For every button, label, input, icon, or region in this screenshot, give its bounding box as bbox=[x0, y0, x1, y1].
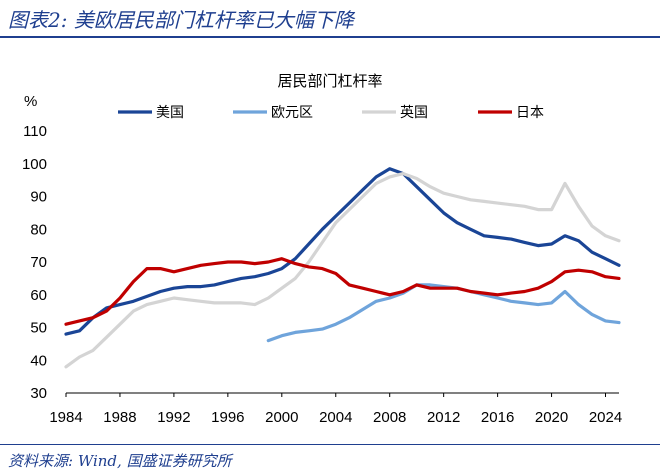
y-tick-label: 100 bbox=[22, 156, 47, 173]
series-line-2 bbox=[64, 172, 621, 369]
x-tick-label: 1992 bbox=[157, 409, 190, 426]
series-line-1 bbox=[266, 283, 621, 343]
x-tick-label: 2024 bbox=[589, 409, 622, 426]
x-tick-label: 1984 bbox=[49, 409, 82, 426]
y-tick-label: 30 bbox=[30, 385, 47, 402]
y-axis-unit: % bbox=[24, 93, 37, 110]
y-tick-label: 50 bbox=[30, 320, 47, 337]
legend-label: 美国 bbox=[156, 105, 184, 121]
series-lines bbox=[64, 167, 621, 369]
title-divider bbox=[0, 36, 660, 38]
y-tick-label: 60 bbox=[30, 287, 47, 304]
footer-divider bbox=[0, 444, 660, 445]
legend-label: 英国 bbox=[400, 104, 428, 121]
x-tick-label: 2004 bbox=[319, 409, 352, 426]
y-tick-label: 70 bbox=[30, 254, 47, 271]
x-tick-label: 2008 bbox=[373, 409, 406, 426]
source-note: 资料来源: Wind, 国盛证券研究所 bbox=[8, 452, 232, 470]
x-tick-label: 2000 bbox=[265, 409, 298, 426]
legend-label: 日本 bbox=[516, 105, 544, 121]
legend-label: 欧元区 bbox=[271, 105, 313, 121]
legend: 美国 欧元区 英国 日本 bbox=[118, 104, 544, 121]
x-tick-label: 2016 bbox=[481, 409, 514, 426]
y-tick-label: 90 bbox=[30, 189, 47, 206]
x-tick-label: 1996 bbox=[211, 409, 244, 426]
figure-title: 图表2: 美欧居民部门杠杆率已大幅下降 bbox=[8, 8, 354, 32]
y-tick-label: 80 bbox=[30, 221, 47, 238]
series-line-0 bbox=[64, 167, 621, 336]
y-axis-ticks: 30 40 50 60 70 80 90 100 110 bbox=[22, 123, 47, 402]
x-tick-label: 2020 bbox=[535, 409, 568, 426]
x-tick-label: 2012 bbox=[427, 409, 460, 426]
y-tick-label: 110 bbox=[23, 123, 47, 140]
series-line-3 bbox=[64, 257, 621, 326]
chart-title: 居民部门杠杆率 bbox=[277, 72, 382, 90]
x-axis-ticks: 1984 1988 1992 1996 2000 2004 2008 2012 2016 2020… bbox=[49, 393, 622, 426]
y-tick-label: 40 bbox=[30, 352, 47, 369]
x-tick-label: 1988 bbox=[103, 409, 136, 426]
